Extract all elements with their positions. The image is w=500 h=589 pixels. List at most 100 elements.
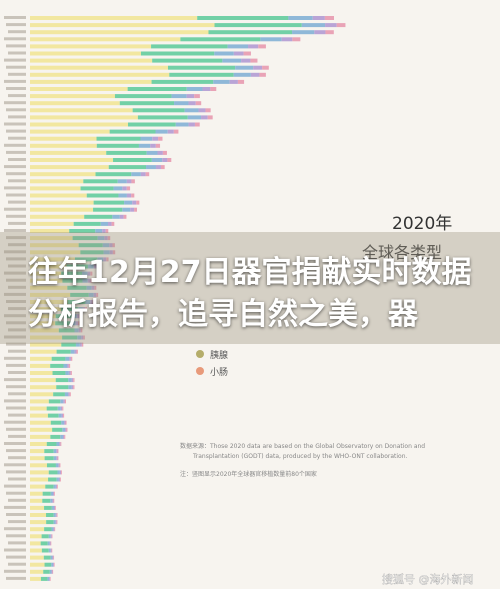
bar-segment <box>131 193 135 198</box>
bar-segment <box>208 30 293 35</box>
bar-segment <box>76 314 80 319</box>
bar-segment <box>56 449 58 454</box>
bar-segment <box>174 101 189 106</box>
row-label <box>8 307 26 311</box>
overlay-title: 往年12月27日器官捐献实时数据分析报告，追寻自然之美，器 <box>28 255 472 332</box>
bar-segment <box>124 200 133 205</box>
row-label <box>6 300 26 303</box>
row-label <box>4 101 26 105</box>
bar-segment <box>288 16 313 20</box>
bar-segment <box>48 534 51 539</box>
bar-segment <box>73 378 75 383</box>
bar-segment <box>30 491 43 496</box>
bar-segment <box>237 79 245 84</box>
bar-segment <box>60 477 61 482</box>
row-label <box>8 562 26 566</box>
bar-segment <box>52 427 63 432</box>
bar-segment <box>74 257 98 262</box>
bar-segment <box>312 16 325 20</box>
bar-segment <box>336 23 346 28</box>
bar-segment <box>58 413 62 418</box>
year-heading: 2020年 <box>392 214 452 234</box>
bar-segment <box>65 371 69 375</box>
row-label <box>8 541 26 545</box>
bar-segment <box>77 321 80 326</box>
row-label <box>4 37 26 41</box>
bar-segment <box>30 207 94 212</box>
bar-segment <box>30 51 141 56</box>
bar-segment <box>205 108 211 113</box>
bar-segment <box>113 158 152 162</box>
bar-segment <box>53 484 56 489</box>
bar-segment <box>55 378 69 383</box>
bar-segment <box>64 392 69 397</box>
bar-segment <box>30 434 51 439</box>
bar-segment <box>65 356 70 361</box>
row-label <box>4 548 26 552</box>
bar-segment <box>314 30 326 35</box>
bar-segment <box>30 520 47 525</box>
bar-segment <box>132 108 185 113</box>
bar-segment <box>30 541 41 546</box>
bar-segment <box>53 520 56 525</box>
bar-segment <box>180 37 261 42</box>
bar-segment <box>30 271 62 276</box>
row-label <box>4 165 26 169</box>
bar-segment <box>30 115 138 120</box>
bar-segment <box>301 23 326 28</box>
row-label <box>8 94 26 98</box>
row-label <box>4 484 26 488</box>
row-label <box>6 257 26 261</box>
bar-segment <box>324 16 334 20</box>
row-label <box>8 115 26 119</box>
row-label <box>4 271 26 275</box>
row-label <box>8 200 26 204</box>
bar-segment <box>140 136 153 141</box>
bar-segment <box>114 94 172 99</box>
bar-segment <box>80 328 83 333</box>
bar-segment <box>186 94 195 99</box>
bar-segment <box>30 179 84 184</box>
bar-segment <box>84 214 113 219</box>
bar-segment <box>64 434 66 439</box>
bar-segment <box>62 406 64 411</box>
row-label <box>4 16 26 19</box>
bar-segment <box>64 399 67 404</box>
bar-segment <box>111 221 115 226</box>
bar-segment <box>30 165 109 170</box>
bar-segment <box>61 342 76 347</box>
row-label <box>6 214 26 218</box>
bar-segment <box>51 505 54 510</box>
bar-segment <box>214 23 302 28</box>
row-label <box>4 356 26 360</box>
row-label <box>6 129 26 133</box>
bar-segment <box>67 285 87 290</box>
bar-segment <box>50 548 52 553</box>
bar-segment <box>325 23 337 28</box>
bar-segment <box>51 527 54 532</box>
row-label <box>4 335 26 339</box>
bar-segment <box>58 477 61 482</box>
bar-segment <box>30 72 170 77</box>
bar-segment <box>169 72 234 77</box>
bar-segment <box>235 65 254 70</box>
bar-segment <box>72 236 98 241</box>
bar-segment <box>158 136 163 141</box>
bar-segment <box>126 179 132 184</box>
bar-segment <box>30 470 49 475</box>
bar-segment <box>151 44 228 49</box>
bar-segment <box>96 136 141 141</box>
legend-dot <box>196 367 204 375</box>
bar-segment <box>56 349 71 354</box>
bar-segment <box>152 136 159 141</box>
bar-segment <box>108 165 147 170</box>
bar-segment <box>30 385 57 390</box>
bar-segment <box>68 392 70 397</box>
row-label <box>8 72 26 76</box>
bar-segment <box>63 413 65 418</box>
bar-segment <box>49 541 51 546</box>
bar-segment <box>77 335 82 340</box>
bar-segment <box>79 314 81 319</box>
bar-segment <box>78 307 83 312</box>
